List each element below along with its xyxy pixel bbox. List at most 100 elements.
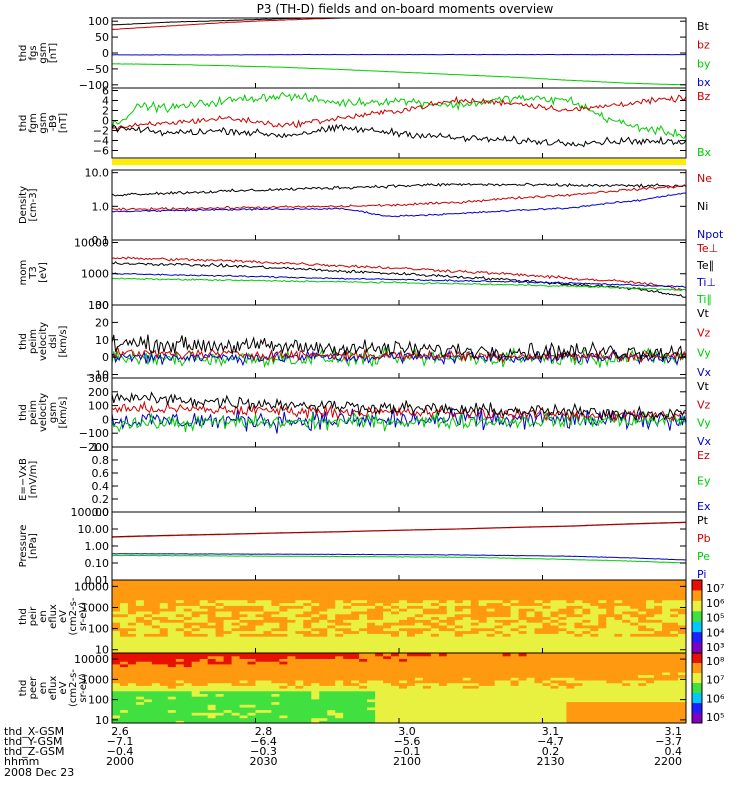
spectrogram-cell	[159, 644, 169, 648]
spectrogram-cell	[175, 596, 185, 601]
spectrogram-cell	[550, 709, 560, 713]
spectrogram-cell	[239, 650, 249, 653]
spectrogram-cell	[127, 594, 137, 598]
spectrogram-cell	[566, 690, 575, 694]
spectrogram-cell	[215, 677, 225, 681]
spectrogram-cell	[582, 679, 591, 684]
ylabel-efield: E=−VxB [mV/m]	[18, 458, 39, 501]
spectrogram-cell	[606, 661, 615, 665]
spectrogram-cell	[446, 677, 456, 681]
series-line-Ne	[112, 184, 686, 211]
spectrogram-cell	[646, 666, 655, 670]
ytick-label: 1.0	[92, 200, 110, 213]
spectrogram-cell	[486, 639, 496, 643]
spectrogram-cell	[167, 650, 177, 653]
spectrogram-cell	[510, 717, 520, 721]
spectrogram-cell	[462, 720, 472, 723]
spectrogram-cell	[319, 663, 328, 668]
spectrogram-cell	[231, 679, 241, 684]
spectrogram-cell	[303, 630, 312, 634]
spectrogram-cell	[311, 619, 320, 623]
colorbar-frame	[691, 652, 703, 724]
spectrogram-cell	[534, 717, 544, 721]
spectrogram-cell	[175, 685, 185, 689]
spectrogram-cell	[494, 696, 504, 700]
spectrogram-cell	[120, 585, 129, 589]
spectrogram-cell	[534, 591, 544, 595]
spectrogram-cell	[678, 698, 686, 703]
spectrogram-cell	[223, 588, 233, 592]
spectrogram-cell	[351, 630, 360, 634]
spectrogram-cell	[127, 669, 137, 673]
spectrogram-cell	[646, 624, 655, 629]
spectrogram-cell	[167, 658, 177, 662]
spectrogram-cell	[175, 594, 185, 598]
spectrogram-cell	[502, 608, 512, 612]
spectrogram-cell	[566, 650, 575, 653]
spectrogram-cell	[598, 671, 607, 676]
spectrogram-cell	[462, 717, 472, 721]
spectrogram-cell	[151, 605, 161, 609]
spectrogram-cell	[135, 627, 145, 632]
spectrogram-cell	[550, 690, 560, 694]
spectrogram-cell	[143, 679, 153, 684]
spectrogram-cell	[151, 650, 161, 653]
spectrogram-cell	[510, 693, 520, 697]
spectrogram-cell	[303, 633, 312, 637]
spectrogram-cell	[343, 641, 352, 646]
spectrogram-cell	[127, 602, 137, 606]
spectrogram-cell	[343, 633, 352, 637]
spectrogram-cell	[566, 712, 575, 716]
spectrogram-cell	[566, 685, 575, 689]
spectrogram-cell	[183, 585, 193, 589]
spectrogram-cell	[574, 666, 583, 670]
spectrogram-cell	[127, 616, 137, 620]
spectrogram-cell	[167, 591, 177, 595]
spectrogram-cell	[414, 636, 424, 640]
spectrogram-cell	[414, 685, 424, 689]
spectrogram-cell	[303, 712, 312, 716]
spectrogram-cell	[542, 639, 552, 643]
spectrogram-cell	[247, 613, 257, 618]
spectrogram-cell	[534, 712, 544, 716]
spectrogram-cell	[534, 674, 544, 678]
spectrogram-cell	[112, 624, 121, 629]
spectrogram-cell	[335, 641, 344, 646]
spectrogram-cell	[247, 624, 257, 629]
spectrogram-cell	[478, 653, 488, 657]
spectrogram-cell	[399, 594, 408, 598]
spectrogram-cell	[255, 712, 265, 716]
spectrogram-cell	[327, 658, 336, 662]
spectrogram-cell	[343, 647, 352, 651]
spectrogram-cell	[335, 602, 344, 606]
spectrogram-cell	[590, 639, 599, 643]
spectrogram-cell	[287, 663, 296, 668]
spectrogram-cell	[438, 585, 448, 589]
spectrogram-cell	[486, 610, 496, 615]
spectrogram-cell	[598, 596, 607, 601]
spectrogram-cell	[446, 594, 456, 598]
spectrogram-cell	[127, 671, 137, 676]
spectrogram-cell	[534, 698, 544, 703]
spectrogram-cell	[191, 596, 201, 601]
spectrogram-cell	[574, 636, 583, 640]
spectrogram-cell	[654, 669, 663, 673]
spectrogram-cell	[239, 717, 249, 721]
ephemeris-value: −0.1	[394, 745, 421, 758]
spectrogram-cell	[319, 674, 328, 678]
spectrogram-cell	[422, 685, 432, 689]
spectrogram-cell	[343, 693, 352, 697]
spectrogram-cell	[670, 720, 679, 723]
spectrogram-cell	[239, 616, 249, 620]
spectrogram-cell	[542, 610, 552, 615]
spectrogram-cell	[566, 596, 575, 601]
spectrogram-cell	[614, 682, 623, 686]
spectrogram-cell	[391, 655, 400, 659]
spectrogram-cell	[622, 669, 631, 673]
spectrogram-cell	[191, 647, 201, 651]
spectrogram-cell	[622, 633, 631, 637]
spectrogram-cell	[422, 627, 432, 632]
spectrogram-cell	[550, 613, 560, 618]
spectrogram-cell	[239, 658, 249, 662]
